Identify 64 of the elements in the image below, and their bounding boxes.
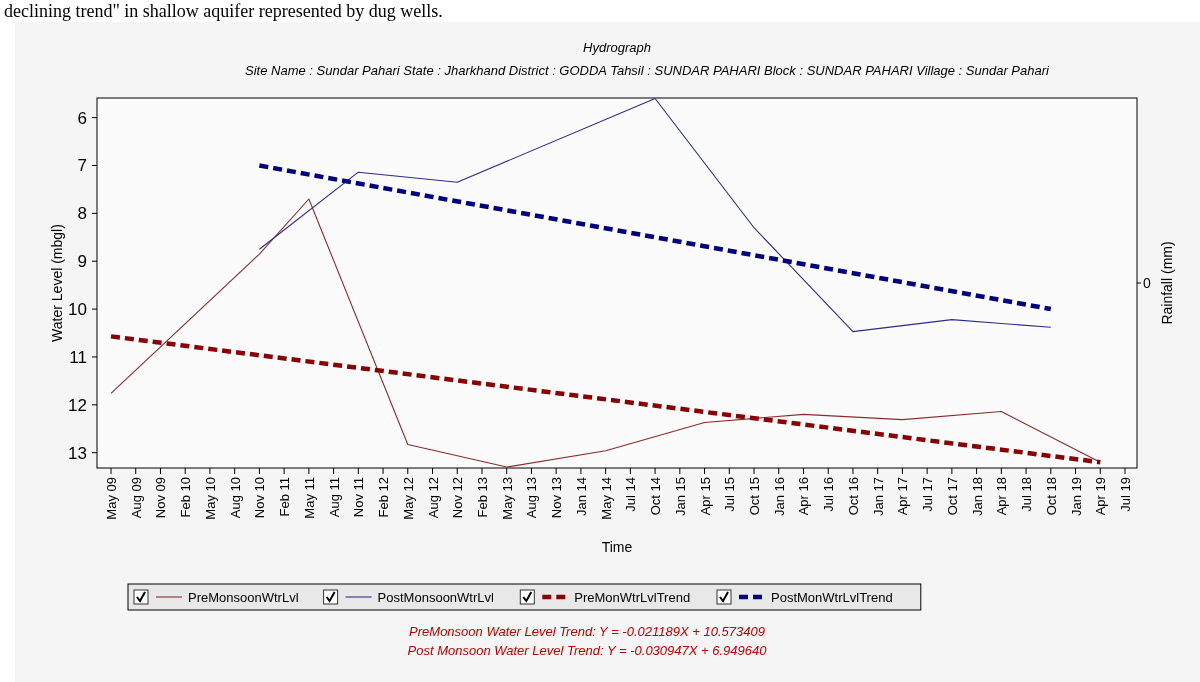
x-tick-label: Jul 15 <box>722 477 738 512</box>
x-tick-label: Oct 15 <box>747 477 763 516</box>
x-tick-label: Jan 15 <box>672 477 688 517</box>
x-tick-label: Feb 13 <box>474 477 490 518</box>
x-tick-label: Jul 19 <box>1118 477 1133 512</box>
legend-label: PreMonsoonWtrLvl <box>188 590 299 605</box>
x-tick-label: May 14 <box>598 477 614 520</box>
x-tick-label: Apr 16 <box>796 477 812 516</box>
x-tick-label: Nov 13 <box>549 477 565 519</box>
x-tick-label: Jan 18 <box>969 477 985 517</box>
text: declining trend" in shallow aquifer represented by dug wells. <box>4 1 443 21</box>
legend-label: PostMonWtrLvlTrend <box>771 590 893 605</box>
x-tick-label: Apr 15 <box>697 477 713 516</box>
x-tick-label: Nov 09 <box>153 477 169 519</box>
x-tick-label: Apr 19 <box>1093 477 1109 516</box>
chart-subtitle: Site Name : Sundar Pahari State : Jharkhand District : GODDA Tahsil : SUNDAR PAHARI Block : SUNDAR PAHARI Village : Sundar Pahari <box>245 63 1051 78</box>
x-tick-label: May 13 <box>499 477 515 520</box>
x-tick-label: Jul 17 <box>920 477 936 512</box>
chart-title: Hydrograph <box>583 40 651 55</box>
y-axis-title: Water Level (mbgl) <box>49 224 65 342</box>
x-tick-label: Oct 14 <box>648 477 664 516</box>
x-tick-label: Oct 16 <box>845 477 861 516</box>
x-tick-label: Jul 16 <box>821 477 837 512</box>
x-tick-label: Feb 11 <box>277 477 293 517</box>
x-tick-label: May 11 <box>301 477 317 519</box>
y-tick-label: 10 <box>68 300 87 320</box>
x-tick-label: Nov 11 <box>351 477 367 518</box>
x-tick-label: Feb 12 <box>376 477 392 518</box>
x-tick-label: Apr 18 <box>994 477 1010 516</box>
x-tick-label: Apr 17 <box>895 477 911 516</box>
x-tick-label: Aug 11 <box>326 477 342 518</box>
y-tick-label: 8 <box>77 204 87 224</box>
y-tick-label: 6 <box>77 108 87 128</box>
x-tick-label: May 09 <box>104 477 119 520</box>
x-tick-label: Jan 17 <box>870 477 886 517</box>
x-tick-label: Nov 12 <box>450 477 466 519</box>
text: Post Monsoon Water Level Trend: Y = -0.030947X + 6.949640 <box>407 643 768 658</box>
x-tick-label: Feb 10 <box>178 477 194 518</box>
x-tick-label: Aug 13 <box>524 477 540 519</box>
text: 0 <box>1143 275 1151 291</box>
y-tick-label: 12 <box>68 395 87 415</box>
x-tick-label: Nov 10 <box>252 477 268 519</box>
x-tick-label: Jan 19 <box>1068 477 1084 517</box>
x-tick-label: Oct 17 <box>944 477 960 516</box>
y-tick-label: 7 <box>77 156 87 176</box>
text: PreMonsoon Water Level Trend: Y = -0.021189X + 10.573409 <box>409 624 765 639</box>
x-tick-label: May 12 <box>400 477 416 520</box>
y2-axis-title: Rainfall (mm) <box>1159 241 1175 325</box>
legend-label: PostMonsoonWtrLvl <box>377 590 495 605</box>
x-tick-label: Aug 10 <box>227 477 243 519</box>
line-series <box>258 97 1052 333</box>
x-tick-label: Oct 18 <box>1043 477 1059 516</box>
x-tick-label: Jul 18 <box>1019 477 1035 512</box>
legend-label: PreMonWtrLvlTrend <box>574 590 691 605</box>
y-tick-label: 13 <box>68 443 87 463</box>
x-tick-label: May 10 <box>202 477 218 520</box>
x-tick-label: Jan 16 <box>771 477 787 517</box>
x-tick-label: Aug 09 <box>128 477 144 519</box>
y-tick-label: 11 <box>69 347 87 367</box>
x-axis-title: Time <box>601 539 633 555</box>
x-tick-label: Aug 12 <box>425 477 441 519</box>
x-tick-label: Jul 14 <box>623 477 639 512</box>
y-tick-label: 9 <box>77 252 87 272</box>
x-tick-label: Jan 14 <box>573 477 589 517</box>
